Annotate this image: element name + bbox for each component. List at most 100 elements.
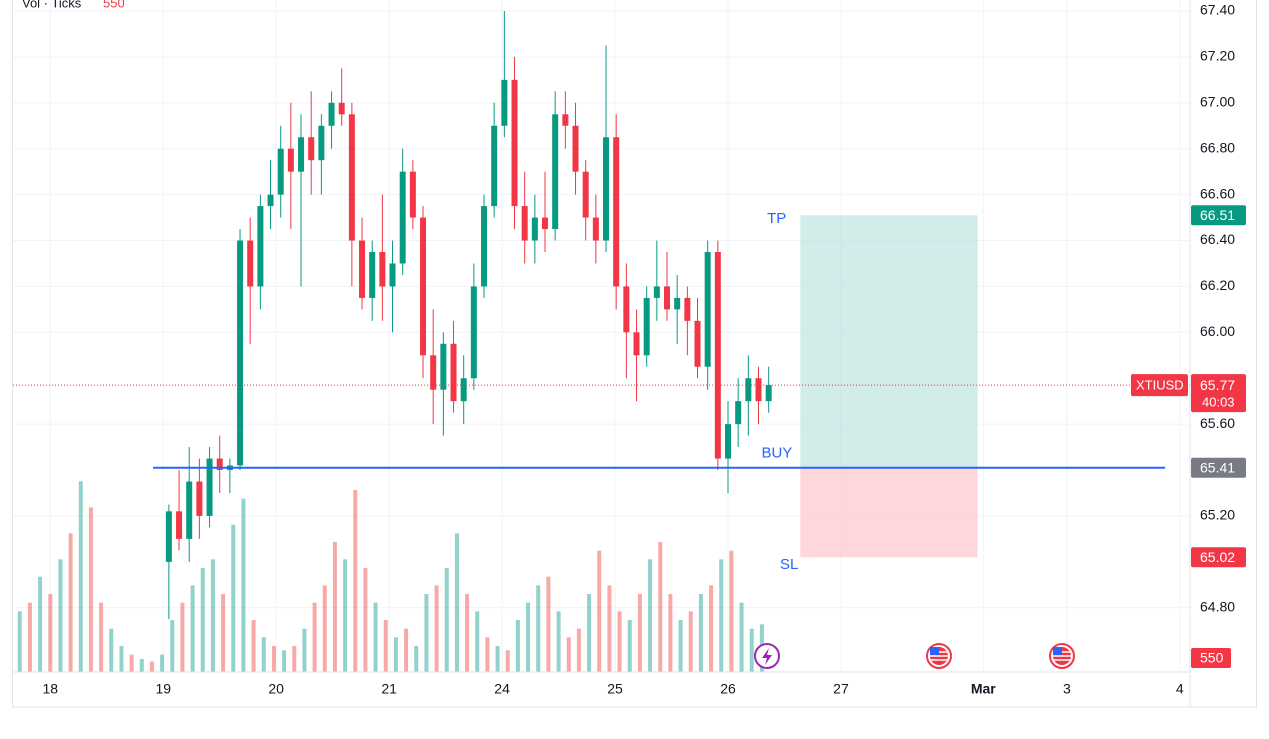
volume-bar [576,628,581,672]
candle-body [572,125,579,172]
x-tick-label: 21 [381,681,397,697]
volume-title: Vol · Ticks [22,0,82,10]
x-tick-label: 24 [494,681,510,697]
candle-body [348,114,355,241]
candle-body [714,252,721,459]
volume-bar [556,611,561,672]
candle-body [755,378,762,402]
volume-bar [597,550,602,672]
last-price-box [1191,374,1246,413]
candle-body [186,481,193,539]
volume-pane [17,481,764,672]
volume-bar [200,568,205,672]
x-tick-label: 18 [42,681,58,697]
candle-body [328,102,335,126]
y-tick-label: 66.00 [1200,323,1235,339]
volume-bar [637,594,642,672]
volume-bar [241,498,246,672]
volume-bar [231,524,236,672]
event-icon[interactable] [926,643,952,669]
volume-bar [343,559,348,672]
volume-bar [536,585,541,672]
volume-bar [68,533,73,672]
candle-body [257,206,264,287]
volume-last: 550 [103,0,125,10]
candle-body [308,137,315,161]
candle-body [409,171,416,218]
volume-bar [485,637,490,672]
candle-body [633,332,640,356]
volume-bar [587,594,592,672]
candle-body [460,378,467,402]
volume-bar [617,611,622,672]
candle-body [440,343,447,390]
event-icon[interactable] [1049,643,1075,669]
candle-body [603,137,610,241]
volume-bar [139,659,144,672]
volume-bar [698,594,703,672]
volume-bar [465,594,470,672]
sl-price-box [1191,547,1246,568]
volume-bar [515,620,520,672]
x-tick-label: 19 [155,681,171,697]
volume-bar [414,646,419,672]
volume-bar [383,620,388,672]
candle-body [562,114,569,126]
y-tick-label: 65.60 [1200,415,1235,431]
volume-bar [190,585,195,672]
position-tool [800,215,978,558]
candle-body [643,297,650,356]
volume-bar [17,611,22,672]
candle-body [206,458,213,516]
candle-body [430,355,437,390]
candle-body [521,206,528,241]
candle-body [684,297,691,321]
candles [165,11,772,620]
candle-body [389,263,396,287]
volume-bar [454,533,459,672]
volume-bar [210,559,215,672]
volume-bar [353,490,358,672]
candle-body [165,511,172,562]
y-tick-label: 66.20 [1200,277,1235,293]
volume-bar [180,602,185,672]
volume-bar [658,542,663,672]
volume-bar [332,542,337,672]
x-tick-label: 4 [1176,681,1184,697]
volume-bar [271,646,276,672]
volume-bar [261,637,266,672]
candle-body [359,240,366,298]
volume-bar [88,507,93,672]
y-tick-label: 66.60 [1200,185,1235,201]
volume-bar [688,611,693,672]
sl-label: SL [780,556,798,573]
candle-body [399,171,406,264]
y-tick-label: 67.00 [1200,94,1235,110]
candle-body [216,458,223,471]
volume-bar [475,611,480,672]
entry-label: BUY [761,445,792,462]
volume-bar [322,585,327,672]
volume-bar [221,594,226,672]
candle-body [470,286,477,379]
volume-bar [282,650,287,672]
candle-body [765,385,772,402]
volume-bar [424,594,429,672]
event-icon[interactable] [754,643,780,669]
volume-bar [78,481,83,672]
volume-bar [27,602,32,672]
volume-bar [546,576,551,672]
volume-bar [58,559,63,672]
candle-body [501,79,508,126]
volume-bar [149,661,154,672]
entry-price-box [1191,457,1246,478]
candle-body [491,125,498,207]
candle-body [318,125,325,161]
volume-bar [160,654,165,672]
candle-body [704,252,711,367]
x-tick-label: 25 [607,681,623,697]
candle-body [653,286,660,298]
last-price: 65.77 [1200,377,1235,393]
candle-body [582,171,589,218]
